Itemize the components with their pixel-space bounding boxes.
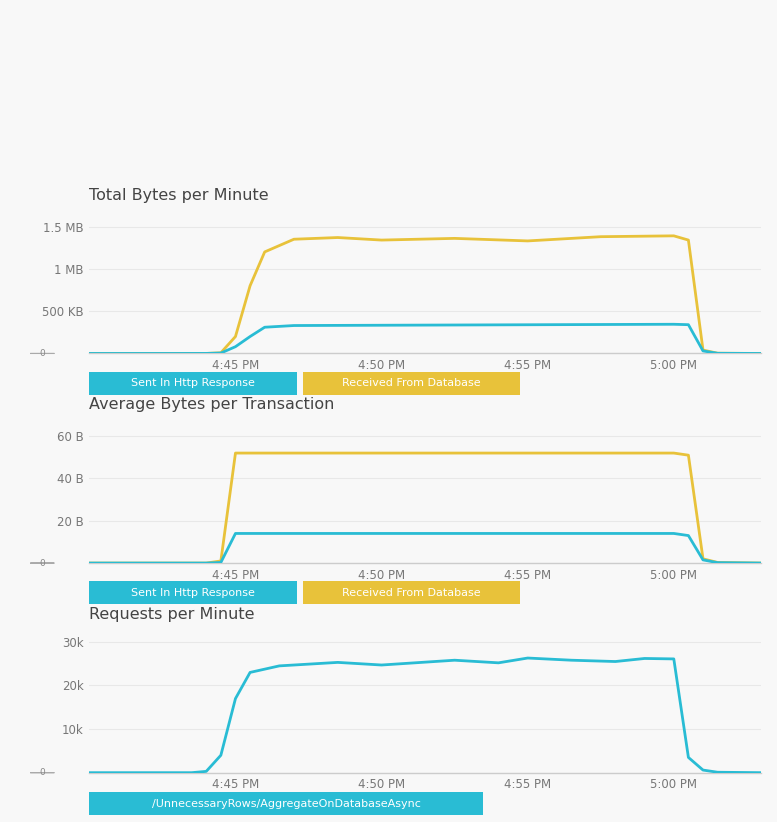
- Text: Received From Database: Received From Database: [342, 378, 481, 388]
- Text: Sent In Http Response: Sent In Http Response: [131, 378, 255, 388]
- Text: 0: 0: [40, 559, 45, 567]
- Text: Requests per Minute: Requests per Minute: [89, 607, 255, 622]
- Text: Received From Database: Received From Database: [342, 588, 481, 598]
- Text: /UnnecessaryRows/AggregateOnDatabaseAsync: /UnnecessaryRows/AggregateOnDatabaseAsyn…: [152, 799, 421, 809]
- Text: 0: 0: [40, 769, 45, 777]
- Text: Average Bytes per Transaction: Average Bytes per Transaction: [89, 398, 335, 413]
- Text: 0: 0: [40, 349, 45, 358]
- Text: Sent In Http Response: Sent In Http Response: [131, 588, 255, 598]
- Text: Total Bytes per Minute: Total Bytes per Minute: [89, 188, 269, 203]
